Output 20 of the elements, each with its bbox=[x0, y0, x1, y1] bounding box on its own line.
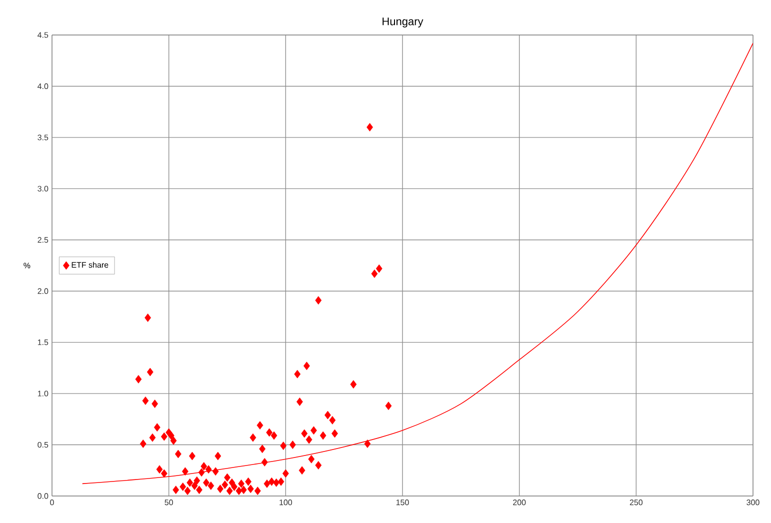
x-tick-label: 200 bbox=[513, 500, 526, 506]
y-tick-label: 4.0 bbox=[38, 83, 48, 90]
x-tick-label: 300 bbox=[746, 500, 760, 506]
y-tick-label: 4.5 bbox=[38, 32, 48, 38]
y-tick-label: 2.5 bbox=[38, 237, 48, 243]
x-tick-label: 150 bbox=[396, 500, 409, 506]
x-tick-label: 0 bbox=[50, 500, 54, 506]
y-tick-label: 0.0 bbox=[38, 493, 48, 499]
y-tick-label: 3.5 bbox=[38, 134, 48, 140]
y-tick-label: 2.0 bbox=[38, 288, 48, 294]
legend-label: ETF share bbox=[72, 262, 108, 268]
y-tick-label: 0.5 bbox=[38, 442, 48, 448]
y-tick-label: 3.0 bbox=[38, 186, 48, 192]
x-tick-label: 250 bbox=[630, 500, 643, 506]
y-tick-label: 1.0 bbox=[38, 390, 48, 396]
x-tick-label: 100 bbox=[280, 500, 292, 506]
y-axis-title: % bbox=[24, 262, 30, 268]
chart-title: Hungary bbox=[382, 18, 424, 28]
x-tick-label: 50 bbox=[164, 500, 173, 506]
y-tick-label: 1.5 bbox=[38, 340, 48, 346]
